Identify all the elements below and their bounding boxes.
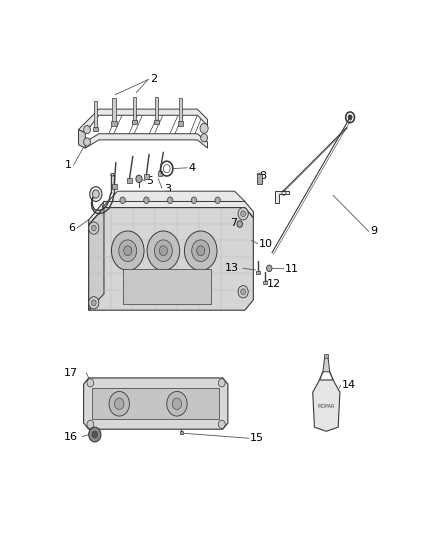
Polygon shape (88, 207, 104, 310)
Text: 5: 5 (146, 176, 153, 186)
Circle shape (111, 231, 144, 270)
Circle shape (87, 379, 94, 387)
Text: 10: 10 (259, 239, 273, 249)
Circle shape (238, 207, 248, 220)
Text: 9: 9 (370, 227, 377, 237)
Circle shape (267, 265, 272, 272)
Bar (94, 101, 97, 127)
Circle shape (197, 246, 205, 256)
Circle shape (241, 289, 246, 295)
Polygon shape (88, 201, 253, 225)
Circle shape (215, 197, 220, 204)
Bar (113, 98, 116, 122)
Text: 15: 15 (250, 433, 264, 443)
Text: 3: 3 (164, 184, 171, 193)
Polygon shape (276, 191, 289, 204)
Circle shape (219, 379, 225, 387)
Circle shape (184, 231, 217, 270)
Bar (154, 120, 159, 124)
Circle shape (119, 240, 137, 262)
Circle shape (84, 126, 90, 134)
Text: 6: 6 (68, 223, 75, 233)
Circle shape (167, 197, 173, 204)
Polygon shape (85, 134, 208, 148)
Polygon shape (323, 358, 330, 372)
Circle shape (109, 391, 130, 416)
Circle shape (144, 197, 149, 204)
Polygon shape (102, 191, 245, 207)
Circle shape (155, 240, 172, 262)
Text: 2: 2 (151, 74, 158, 84)
Bar (132, 120, 137, 124)
Bar (180, 431, 183, 434)
Bar (263, 281, 267, 284)
Bar (324, 354, 328, 358)
Circle shape (92, 225, 96, 231)
Circle shape (192, 240, 210, 262)
Circle shape (124, 246, 132, 256)
Circle shape (219, 420, 225, 429)
Circle shape (92, 190, 99, 198)
Bar (144, 174, 149, 179)
Bar (111, 122, 117, 126)
Circle shape (84, 138, 90, 146)
Circle shape (92, 300, 96, 306)
Text: 8: 8 (259, 171, 266, 181)
Polygon shape (84, 378, 228, 429)
Polygon shape (92, 388, 219, 419)
Circle shape (136, 175, 142, 183)
Circle shape (87, 420, 94, 429)
Bar (178, 122, 183, 126)
Circle shape (200, 124, 208, 133)
Circle shape (114, 398, 124, 409)
Bar (133, 97, 136, 120)
Polygon shape (123, 269, 211, 304)
Bar (112, 184, 117, 189)
Circle shape (147, 231, 180, 270)
Text: 13: 13 (225, 263, 239, 273)
Circle shape (237, 221, 243, 227)
Circle shape (241, 211, 246, 216)
Circle shape (88, 222, 99, 235)
Circle shape (348, 115, 352, 120)
Polygon shape (88, 207, 253, 310)
Text: 7: 7 (230, 218, 237, 228)
Bar (257, 174, 262, 184)
Circle shape (159, 246, 167, 256)
Circle shape (167, 391, 187, 416)
Bar (93, 127, 98, 131)
Text: 17: 17 (64, 368, 78, 377)
Polygon shape (313, 380, 340, 431)
Polygon shape (78, 109, 208, 133)
Circle shape (92, 431, 98, 438)
Circle shape (120, 197, 125, 204)
Circle shape (88, 427, 101, 442)
Bar (127, 178, 132, 183)
Circle shape (191, 197, 197, 204)
Polygon shape (78, 130, 85, 148)
Bar (155, 97, 158, 120)
Text: 12: 12 (267, 279, 281, 288)
Circle shape (238, 286, 248, 298)
Text: 4: 4 (188, 163, 196, 173)
Bar (179, 98, 182, 122)
Bar (158, 171, 162, 175)
Text: 16: 16 (64, 432, 78, 442)
Circle shape (90, 187, 102, 201)
Text: MOPAR: MOPAR (318, 404, 335, 409)
Circle shape (201, 134, 208, 142)
Circle shape (172, 398, 182, 409)
Text: 14: 14 (342, 381, 356, 390)
Text: 11: 11 (285, 264, 299, 274)
Bar (256, 271, 261, 274)
Text: 1: 1 (65, 159, 72, 169)
Circle shape (88, 297, 99, 309)
